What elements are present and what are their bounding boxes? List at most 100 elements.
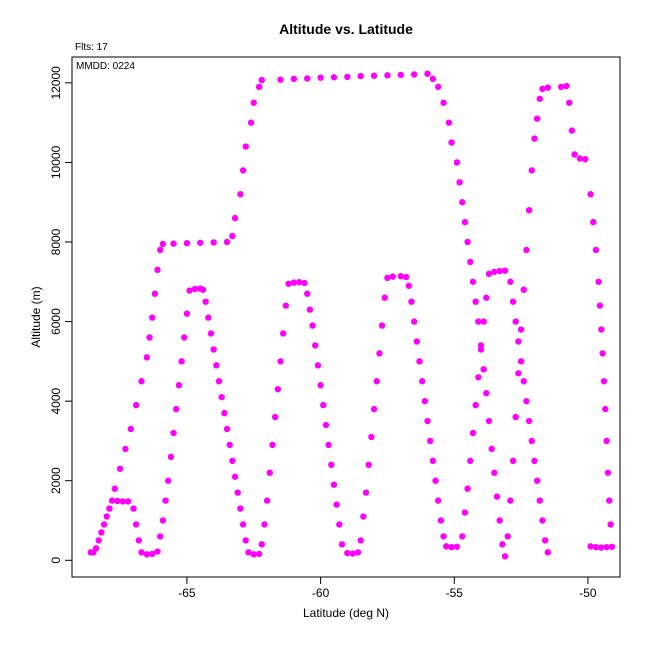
data-point — [325, 441, 332, 449]
data-point — [480, 366, 487, 373]
data-point — [504, 533, 511, 540]
data-point — [602, 405, 609, 413]
chart-subtitle: Flts: 17 — [75, 42, 108, 53]
data-point — [427, 437, 434, 445]
data-point — [290, 279, 298, 286]
data-point — [429, 457, 437, 465]
data-point — [437, 517, 445, 524]
data-point — [322, 421, 330, 429]
chart-title: Altitude vs. Latitude — [279, 21, 413, 37]
data-point — [566, 99, 573, 106]
data-point — [210, 346, 217, 353]
data-point — [261, 521, 268, 528]
data-point — [607, 521, 614, 528]
data-point — [98, 529, 105, 536]
data-point — [226, 441, 233, 449]
data-point — [92, 545, 100, 552]
data-point — [154, 548, 161, 555]
data-point — [242, 537, 249, 544]
data-point — [183, 310, 191, 317]
data-point — [320, 401, 327, 409]
data-point — [111, 485, 118, 492]
data-point — [269, 441, 276, 449]
data-point — [277, 76, 284, 83]
data-point — [604, 469, 612, 476]
data-point — [183, 239, 191, 247]
data-point — [237, 191, 244, 198]
data-point — [344, 73, 351, 81]
data-point — [539, 517, 546, 524]
data-point — [277, 358, 284, 365]
data-point — [477, 346, 485, 353]
data-point — [237, 505, 244, 512]
data-point — [266, 469, 274, 476]
data-point — [239, 167, 247, 174]
data-point — [119, 498, 126, 505]
data-point — [384, 274, 391, 282]
data-point — [199, 286, 207, 293]
data-point — [116, 465, 124, 472]
data-point — [493, 493, 501, 500]
data-point — [533, 115, 541, 122]
data-point — [290, 75, 298, 83]
data-point — [368, 433, 375, 441]
data-point — [397, 71, 404, 79]
data-point — [582, 156, 589, 163]
data-point — [223, 238, 231, 246]
data-point — [472, 298, 479, 305]
data-point — [306, 306, 314, 313]
data-point — [135, 537, 143, 544]
data-point — [525, 206, 533, 214]
y-tick-label: 6000 — [49, 308, 63, 335]
data-point — [599, 350, 606, 357]
data-point — [557, 83, 565, 91]
data-point — [130, 505, 137, 512]
data-point — [528, 167, 535, 174]
data-point — [467, 258, 474, 266]
data-point — [402, 273, 410, 281]
data-points — [87, 70, 616, 560]
data-point — [108, 497, 116, 504]
data-point — [445, 119, 453, 126]
x-axis-label: Latitude (deg N) — [303, 606, 389, 620]
data-point — [148, 550, 156, 558]
data-point — [472, 401, 479, 409]
data-point — [491, 268, 498, 276]
data-point — [544, 84, 552, 91]
data-point — [263, 497, 271, 504]
data-point — [239, 521, 247, 528]
data-point — [234, 489, 241, 496]
data-point — [520, 286, 527, 293]
data-point — [314, 362, 322, 369]
data-point — [213, 362, 220, 369]
data-point — [464, 238, 471, 246]
data-point — [124, 498, 132, 505]
data-point — [517, 358, 525, 365]
data-point — [365, 461, 372, 469]
data-point — [515, 338, 522, 345]
data-point — [258, 541, 265, 548]
data-point — [512, 318, 519, 325]
data-point — [464, 485, 471, 492]
data-point — [178, 358, 185, 365]
data-point — [349, 550, 356, 557]
data-point — [304, 290, 311, 297]
y-tick-label: 10000 — [49, 145, 63, 179]
data-point — [344, 549, 351, 557]
y-axis: 0 2000 4000 6000 8000 10000 12000 — [49, 66, 73, 564]
data-point — [512, 413, 519, 421]
data-point — [499, 541, 506, 548]
data-point — [413, 338, 421, 345]
data-point — [250, 99, 257, 106]
data-point — [354, 549, 362, 556]
data-point — [165, 477, 172, 484]
data-point — [435, 497, 442, 504]
y-tick-label: 4000 — [49, 387, 63, 414]
data-point — [483, 294, 490, 301]
data-point — [507, 497, 514, 504]
data-point — [408, 298, 415, 305]
data-point — [271, 413, 279, 421]
data-point — [207, 330, 215, 337]
